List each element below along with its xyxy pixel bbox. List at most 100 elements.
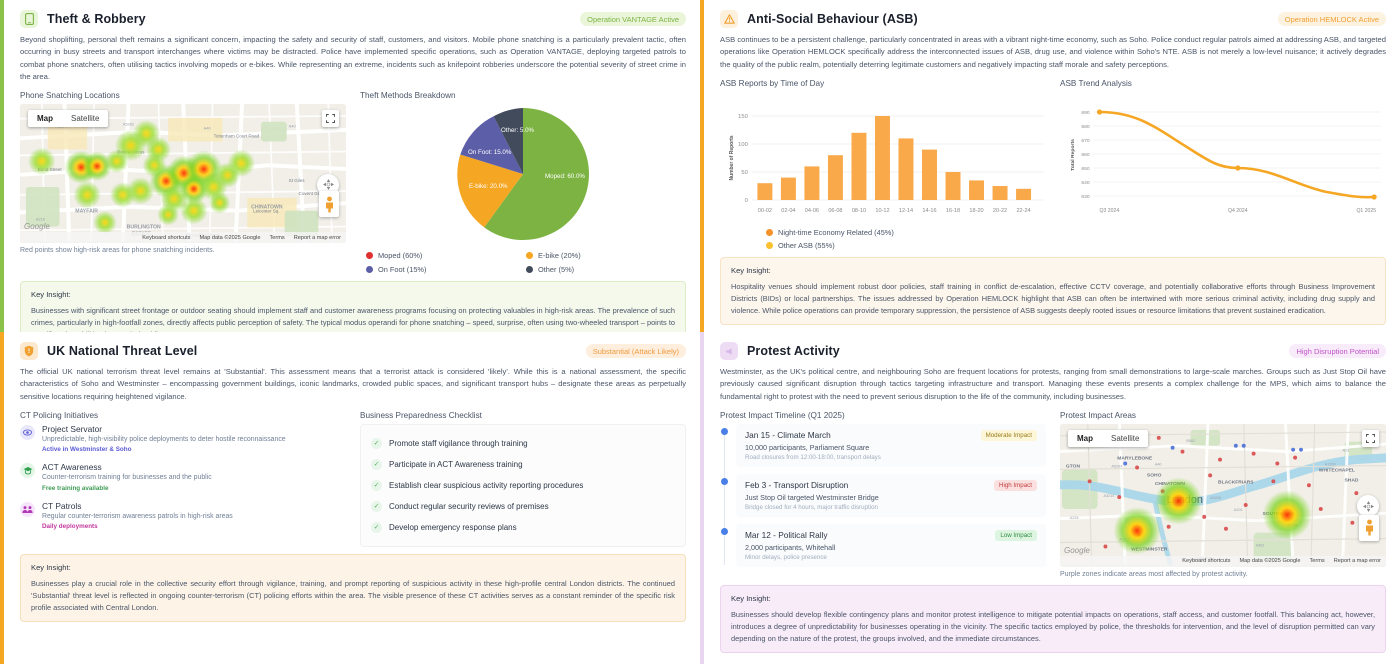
svg-text:A3200: A3200 xyxy=(1210,496,1221,500)
phone-snatching-map[interactable]: Bond Street Oxford Circus Tottenham Cour… xyxy=(20,104,346,244)
timeline-note: Bridge closed for 4 hours, major traffic… xyxy=(745,503,878,511)
theft-methods-chart-column: Theft Methods Breakdown Moped: 60.0% xyxy=(360,91,686,274)
check-icon: ✓ xyxy=(371,521,382,533)
timeline-note: Minor delays, police presence xyxy=(745,553,827,561)
check-icon: ✓ xyxy=(371,437,382,449)
timeline-item[interactable]: Jan 15 - Climate March 10,000 participan… xyxy=(721,423,1046,467)
y-axis-label: Total Reports xyxy=(1070,139,1076,171)
svg-text:Leicester Sq.: Leicester Sq. xyxy=(253,209,279,214)
initiative-item-project-servator[interactable]: Project Servator Unpredictable, high-vis… xyxy=(20,424,346,453)
svg-text:630: 630 xyxy=(1081,194,1089,200)
asb-columns: ASB Reports by Time of Day 0 50 100 150 xyxy=(720,79,1386,232)
fullscreen-icon[interactable] xyxy=(1362,429,1379,447)
svg-text:Q4 2024: Q4 2024 xyxy=(1228,208,1248,214)
svg-text:02-04: 02-04 xyxy=(781,208,795,214)
legend-item[interactable]: Moped (60%) xyxy=(366,251,520,260)
checklist-item[interactable]: ✓ Conduct regular security reviews of pr… xyxy=(371,496,675,517)
initiative-body: Project Servator Unpredictable, high-vis… xyxy=(42,424,286,453)
timeline-item[interactable]: Mar 12 - Political Rally 2,000 participa… xyxy=(721,523,1046,567)
svg-text:18-20: 18-20 xyxy=(969,208,983,214)
svg-text:BLACKFRIARS: BLACKFRIARS xyxy=(1218,479,1254,485)
initiative-status: Daily deployments xyxy=(42,522,98,530)
svg-text:06-08: 06-08 xyxy=(828,208,842,214)
map-tab-satellite[interactable]: Satellite xyxy=(1111,433,1140,443)
timeline-item[interactable]: Feb 3 - Transport Disruption Just Stop O… xyxy=(721,473,1046,517)
panel-description: Beyond shoplifting, personal theft remai… xyxy=(20,35,686,81)
map-pan-control[interactable] xyxy=(317,173,339,196)
panel-title: Theft & Robbery xyxy=(47,12,146,26)
checklist-item[interactable]: ✓ Promote staff vigilance through traini… xyxy=(371,433,675,454)
timeline-detail: 2,000 participants, Whitehall xyxy=(745,542,836,552)
map-terms-link[interactable]: Terms xyxy=(269,234,285,241)
legend-label: Other (5%) xyxy=(538,265,575,275)
map-terms-link[interactable]: Terms xyxy=(1309,558,1325,565)
protest-impact-map[interactable]: SOHO BLACKFRIARS WHITECHAPEL SHAD WESTMI… xyxy=(1060,423,1386,567)
checklist-item[interactable]: ✓ Participate in ACT Awareness training xyxy=(371,454,675,475)
map-caption: Red points show high-risk areas for phon… xyxy=(20,247,215,255)
svg-text:100: 100 xyxy=(738,142,748,148)
timeline-detail: Just Stop Oil targeted Westminster Bridg… xyxy=(745,492,879,502)
key-insight-text: Businesses with significant street front… xyxy=(31,306,675,332)
timeline-card: Mar 12 - Political Rally 2,000 participa… xyxy=(736,523,1046,567)
map-type-tabs[interactable]: Map Satellite xyxy=(28,110,109,128)
map-report-error-link[interactable]: Report a map error xyxy=(293,234,341,241)
map-tab-satellite[interactable]: Satellite xyxy=(71,114,100,124)
panel-description: ASB continues to be a persistent challen… xyxy=(720,35,1386,69)
legend-item[interactable]: Other ASB (55%) xyxy=(766,241,1386,250)
status-badge: High Disruption Potential xyxy=(1289,344,1386,358)
svg-text:A215: A215 xyxy=(36,217,46,222)
timeline-dot-icon xyxy=(721,427,728,435)
map-data-credit: Map data ©2025 Google xyxy=(1239,558,1301,565)
panel-protest-activity: Protest Activity High Disruption Potenti… xyxy=(700,332,1400,664)
map-tab-map[interactable]: Map xyxy=(37,114,53,124)
svg-text:MARYLEBONE: MARYLEBONE xyxy=(1117,455,1153,461)
map-report-error-link[interactable]: Report a map error xyxy=(1333,558,1381,565)
panel-header: Anti-Social Behaviour (ASB) Operation HE… xyxy=(720,8,1386,30)
map-caption: Purple zones indicate areas most affecte… xyxy=(1060,570,1248,578)
map-tab-map[interactable]: Map xyxy=(1077,433,1093,443)
smartphone-icon xyxy=(20,10,38,28)
fullscreen-icon[interactable] xyxy=(322,110,339,128)
panel-title: UK National Threat Level xyxy=(47,344,198,358)
legend-item[interactable]: Other (5%) xyxy=(526,265,680,274)
street-view-pegman-icon[interactable] xyxy=(319,191,339,218)
protest-map-column: Protest Impact Areas xyxy=(1060,411,1386,578)
checklist-item[interactable]: ✓ Develop emergency response plans xyxy=(371,517,675,538)
google-watermark: Google xyxy=(1064,545,1090,555)
timeline-body: Mar 12 - Political Rally 2,000 participa… xyxy=(745,530,989,561)
svg-text:650: 650 xyxy=(1081,166,1089,172)
legend-item[interactable]: Night-time Economy Related (45%) xyxy=(766,228,1386,237)
svg-text:GTON: GTON xyxy=(1066,463,1081,469)
key-insight-text: Hospitality venues should implement robu… xyxy=(731,282,1375,315)
map-pan-control[interactable] xyxy=(1357,495,1379,518)
y-axis-label: Number of Reports xyxy=(729,135,735,180)
svg-text:150: 150 xyxy=(738,114,748,120)
legend-item[interactable]: E-bike (20%) xyxy=(526,251,680,260)
pie-svg: Moped: 60.0% E-bike: 20.0% On Foot: 15.0… xyxy=(457,107,589,240)
initiative-item-ct-patrols[interactable]: CT Patrols Regular counter-terrorism awa… xyxy=(20,501,346,530)
svg-text:A5202: A5202 xyxy=(123,122,134,127)
map-keyboard-shortcuts[interactable]: Keyboard shortcuts xyxy=(1182,558,1231,565)
protest-timeline: Jan 15 - Climate March 10,000 participan… xyxy=(720,423,1046,567)
street-view-pegman-icon[interactable] xyxy=(1359,514,1379,541)
pie-label-moped: Moped: 60.0% xyxy=(545,173,585,180)
impact-badge: Moderate Impact xyxy=(980,429,1037,441)
initiative-status: Free training available xyxy=(42,484,109,492)
map-attribution: Keyboard shortcuts Map data ©2025 Google… xyxy=(20,232,346,244)
svg-text:Q1 2025: Q1 2025 xyxy=(1356,208,1376,214)
initiative-body: CT Patrols Regular counter-terrorism awa… xyxy=(42,501,233,530)
pie-label-onfoot: On Foot: 15.0% xyxy=(468,149,512,156)
map-attribution: Keyboard shortcuts Map data ©2025 Google… xyxy=(1060,555,1386,567)
legend-item[interactable]: On Foot (15%) xyxy=(366,265,520,274)
panel-anti-social-behaviour: Anti-Social Behaviour (ASB) Operation HE… xyxy=(700,0,1400,332)
checklist-item[interactable]: ✓ Establish clear suspicious activity re… xyxy=(371,475,675,496)
asb-legend: Night-time Economy Related (45%) Other A… xyxy=(720,228,1386,250)
initiative-title: CT Patrols xyxy=(42,500,82,511)
panel-uk-national-threat-level: UK National Threat Level Substantial (At… xyxy=(0,332,700,664)
key-insight-theft: Key Insight: Businesses with significant… xyxy=(20,281,686,332)
initiative-item-act-awareness[interactable]: ACT Awareness Counter-terrorism training… xyxy=(20,462,346,492)
map-keyboard-shortcuts[interactable]: Keyboard shortcuts xyxy=(142,234,191,241)
map-type-tabs[interactable]: Map Satellite xyxy=(1068,429,1149,447)
check-icon: ✓ xyxy=(371,500,382,512)
svg-text:680: 680 xyxy=(1081,124,1089,130)
